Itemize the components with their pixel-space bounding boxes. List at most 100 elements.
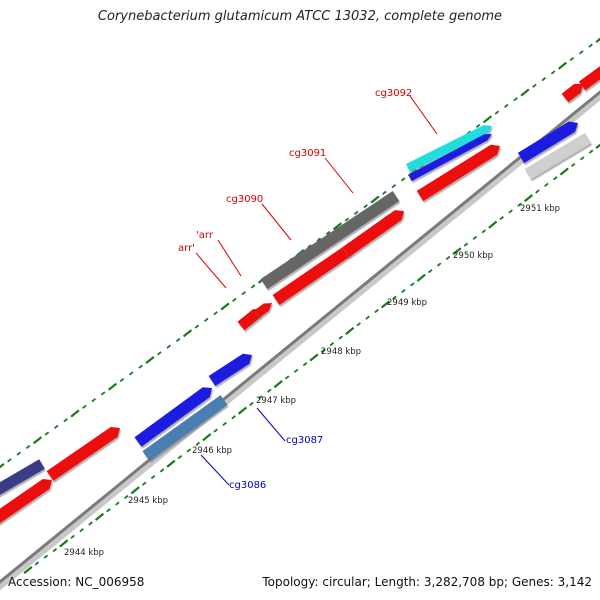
- scale-labels: 2944 kbp 2945 kbp 2946 kbp 2947 kbp 2948…: [64, 204, 560, 558]
- gene-label-cg3090: cg3090: [226, 194, 263, 205]
- major-tick: [107, 382, 118, 391]
- minor-tick: [82, 404, 87, 409]
- minor-tick: [513, 97, 518, 102]
- minor-tick: [195, 441, 201, 446]
- minor-tick: [302, 362, 308, 367]
- leader-arr-prime-start: [217, 239, 242, 277]
- minor-tick: [499, 215, 504, 221]
- gene-feature-red: [272, 247, 352, 305]
- minor-tick: [231, 415, 236, 420]
- major-tick: [416, 273, 426, 282]
- minor-tick: [374, 308, 379, 314]
- major-tick: [130, 486, 140, 495]
- major-tick: [452, 247, 462, 256]
- gene-label-arr-start: 'arr: [196, 230, 214, 241]
- gene-label-cg3092: cg3092: [375, 88, 412, 99]
- gene-feature-blue: [408, 134, 492, 182]
- minor-tick: [106, 508, 111, 513]
- minor-tick: [249, 401, 254, 407]
- major-tick: [182, 329, 193, 338]
- major-tick: [595, 37, 600, 44]
- minor-tick: [267, 388, 272, 393]
- gene-label-arr-end: arr': [178, 243, 195, 254]
- minor-tick: [316, 237, 322, 242]
- major-tick: [166, 459, 176, 468]
- minor-tick: [325, 230, 331, 236]
- minor-tick: [203, 317, 209, 322]
- minor-tick: [401, 289, 406, 294]
- minor-tick: [53, 424, 59, 429]
- minor-tick: [194, 324, 200, 329]
- gene-feature-hypothetical: [260, 191, 400, 289]
- gene-feature-red: [561, 84, 583, 103]
- gene-feature-red: [254, 303, 272, 318]
- minor-tick: [463, 242, 469, 247]
- scale-label: 2944 kbp: [64, 548, 104, 558]
- gene-feature-blue: [517, 121, 578, 164]
- minor-tick: [70, 534, 75, 539]
- major-tick: [595, 143, 600, 150]
- minor-tick: [138, 364, 143, 369]
- major-tick: [332, 222, 343, 231]
- minor-tick: [588, 43, 593, 48]
- leader-cg3087: [256, 407, 286, 442]
- leader-arr-prime-end: [195, 252, 227, 289]
- gene-feature-red: [0, 479, 52, 524]
- gene-feature-navy: [0, 459, 45, 495]
- minor-tick: [344, 217, 350, 222]
- scale-label: 2947 kbp: [256, 396, 296, 406]
- minor-tick: [166, 344, 172, 349]
- minor-tick: [100, 391, 106, 396]
- minor-tick: [550, 70, 556, 75]
- minor-tick: [472, 235, 478, 241]
- major-tick: [482, 115, 493, 124]
- minor-tick: [535, 189, 540, 194]
- major-tick: [309, 353, 319, 362]
- minor-tick: [222, 421, 227, 426]
- minor-tick: [63, 418, 68, 423]
- genome-backbone: [0, 90, 600, 591]
- minor-tick: [363, 204, 368, 209]
- major-tick: [520, 88, 530, 97]
- gene-feature-blue: [208, 353, 252, 386]
- minor-tick: [569, 56, 575, 62]
- minor-tick: [436, 262, 442, 267]
- gene-feature-red: [342, 210, 404, 257]
- minor-tick: [588, 149, 594, 154]
- gene-feature-red: [46, 427, 120, 481]
- minor-tick: [475, 123, 481, 129]
- leader-cg3092: [409, 95, 438, 135]
- gene-label-cg3091: cg3091: [289, 148, 326, 159]
- minor-tick: [44, 431, 50, 436]
- major-tick: [59, 539, 69, 548]
- minor-tick: [329, 342, 335, 347]
- minor-tick: [356, 322, 361, 327]
- minor-tick: [241, 291, 247, 296]
- minor-tick: [391, 184, 397, 189]
- minor-tick: [124, 494, 129, 500]
- major-tick: [345, 326, 355, 335]
- minor-tick: [494, 110, 500, 115]
- gene-feature-red: [237, 309, 262, 331]
- minor-tick: [503, 103, 509, 108]
- gene-label-cg3086: cg3086: [229, 480, 266, 491]
- leader-cg3090: [261, 203, 292, 241]
- minor-tick: [508, 209, 513, 214]
- minor-tick: [79, 528, 84, 533]
- accession-label: Accession: NC_006958: [8, 575, 145, 589]
- minor-tick: [532, 83, 537, 88]
- major-tick: [523, 194, 534, 203]
- map-title: Corynebacterium glutamicum ATCC 13032, c…: [97, 9, 503, 24]
- minor-tick: [320, 348, 326, 353]
- minor-tick: [392, 295, 397, 300]
- label-leaders: [195, 95, 438, 486]
- major-tick: [145, 355, 155, 365]
- minor-tick: [579, 156, 585, 161]
- minor-tick: [250, 284, 256, 289]
- major-tick: [202, 433, 212, 442]
- minor-tick: [541, 77, 547, 82]
- minor-tick: [177, 455, 183, 460]
- minor-tick: [284, 375, 290, 380]
- major-tick: [70, 409, 80, 418]
- minor-tick: [159, 468, 165, 473]
